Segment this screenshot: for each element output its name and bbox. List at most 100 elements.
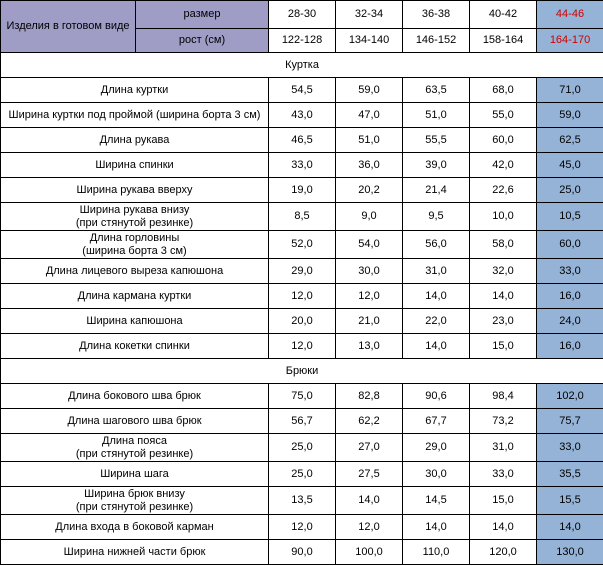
table-row: Длина рукава 46,5 51,0 55,5 60,0 62,5 — [0, 127, 603, 153]
height-cell-highlighted: 164-170 — [536, 28, 603, 53]
header-row-size: Изделия в готовом виде размер 28-30 32-3… — [0, 0, 603, 53]
row-label: Длина кармана куртки — [0, 283, 269, 309]
value-cell-highlighted: 14,0 — [536, 514, 603, 540]
value-cell-highlighted: 59,0 — [536, 102, 603, 128]
value-cell: 31,0 — [469, 433, 537, 462]
value-cell: 22,0 — [402, 308, 470, 334]
section-row: Куртка — [0, 52, 603, 78]
value-cell: 19,0 — [268, 177, 336, 203]
value-cell: 90,6 — [402, 383, 470, 409]
value-cell: 120,0 — [469, 539, 537, 565]
value-cell: 14,5 — [402, 486, 470, 515]
value-cell: 60,0 — [469, 127, 537, 153]
value-cell: 51,0 — [335, 127, 403, 153]
value-cell: 12,0 — [268, 333, 336, 359]
size-header: размер — [135, 0, 269, 29]
section-title: Брюки — [0, 358, 603, 384]
value-cell-highlighted: 15,5 — [536, 486, 603, 515]
table-row: Ширина куртки под проймой (ширина борта … — [0, 102, 603, 128]
value-cell: 14,0 — [402, 514, 470, 540]
value-cell: 68,0 — [469, 77, 537, 103]
value-cell: 33,0 — [268, 152, 336, 178]
value-cell-highlighted: 25,0 — [536, 177, 603, 203]
value-cell: 62,2 — [335, 408, 403, 434]
row-label: Длина куртки — [0, 77, 269, 103]
value-cell: 51,0 — [402, 102, 470, 128]
value-cell: 67,7 — [402, 408, 470, 434]
section-row: Брюки — [0, 358, 603, 384]
value-cell: 13,5 — [268, 486, 336, 515]
value-cell: 20,0 — [268, 308, 336, 334]
value-cell: 36,0 — [335, 152, 403, 178]
table-row: Ширина рукава вверху 19,0 20,2 21,4 22,6 25,0 — [0, 177, 603, 203]
product-header: Изделия в готовом виде — [0, 0, 136, 53]
value-cell: 32,0 — [469, 258, 537, 284]
value-cell: 14,0 — [402, 283, 470, 309]
value-cell: 9,5 — [402, 202, 470, 231]
value-cell-highlighted: 60,0 — [536, 230, 603, 259]
value-cell-highlighted: 45,0 — [536, 152, 603, 178]
value-cell: 59,0 — [335, 77, 403, 103]
value-cell: 47,0 — [335, 102, 403, 128]
value-cell-highlighted: 33,0 — [536, 258, 603, 284]
size-cell: 28-30 — [268, 0, 336, 29]
row-label: Длина кокетки спинки — [0, 333, 269, 359]
table-row: Ширина капюшона 20,0 21,0 22,0 23,0 24,0 — [0, 308, 603, 334]
value-cell-highlighted: 71,0 — [536, 77, 603, 103]
value-cell-highlighted: 16,0 — [536, 283, 603, 309]
table-row: Длина лицевого выреза капюшона 29,0 30,0 31… — [0, 258, 603, 284]
value-cell: 29,0 — [268, 258, 336, 284]
value-cell: 15,0 — [469, 486, 537, 515]
table-row: Ширина рукава внизу (при стянутой резинк… — [0, 202, 603, 231]
height-cell: 146-152 — [402, 28, 470, 53]
value-cell: 55,0 — [469, 102, 537, 128]
value-cell: 100,0 — [335, 539, 403, 565]
value-cell: 9,0 — [335, 202, 403, 231]
value-cell: 14,0 — [469, 283, 537, 309]
value-cell: 27,0 — [335, 433, 403, 462]
value-cell: 21,4 — [402, 177, 470, 203]
table-row: Длина входа в боковой карман 12,0 12,0 14,0… — [0, 514, 603, 540]
table-row: Длина бокового шва брюк 75,0 82,8 90,6 98,4 1… — [0, 383, 603, 409]
row-label: Ширина капюшона — [0, 308, 269, 334]
height-cell: 122-128 — [268, 28, 336, 53]
value-cell-highlighted: 16,0 — [536, 333, 603, 359]
value-cell: 52,0 — [268, 230, 336, 259]
value-cell: 27,5 — [335, 461, 403, 487]
table-row: Ширина шага 25,0 27,5 30,0 33,0 35,5 — [0, 461, 603, 487]
value-cell: 25,0 — [268, 461, 336, 487]
value-cell: 63,5 — [402, 77, 470, 103]
row-label: Ширина спинки — [0, 152, 269, 178]
value-cell: 82,8 — [335, 383, 403, 409]
row-label: Ширина нижней части брюк — [0, 539, 269, 565]
row-label: Ширина брюк внизу (при стянутой резинке) — [0, 486, 269, 515]
row-label: Длина шагового шва брюк — [0, 408, 269, 434]
value-cell: 56,7 — [268, 408, 336, 434]
value-cell: 54,0 — [335, 230, 403, 259]
table-row: Ширина брюк внизу (при стянутой резинке)… — [0, 486, 603, 515]
value-cell-highlighted: 102,0 — [536, 383, 603, 409]
value-cell: 73,2 — [469, 408, 537, 434]
value-cell-highlighted: 33,0 — [536, 433, 603, 462]
row-label: Ширина куртки под проймой (ширина борта … — [0, 102, 269, 128]
value-cell: 14,0 — [469, 514, 537, 540]
table-row: Длина кокетки спинки 12,0 13,0 14,0 15,0 16,0 — [0, 333, 603, 359]
value-cell: 30,0 — [402, 461, 470, 487]
value-cell-highlighted: 75,7 — [536, 408, 603, 434]
height-header: рост (см) — [135, 28, 269, 53]
value-cell: 33,0 — [469, 461, 537, 487]
value-cell: 12,0 — [335, 514, 403, 540]
value-cell: 75,0 — [268, 383, 336, 409]
value-cell-highlighted: 62,5 — [536, 127, 603, 153]
value-cell: 31,0 — [402, 258, 470, 284]
value-cell: 30,0 — [335, 258, 403, 284]
value-cell: 46,5 — [268, 127, 336, 153]
header-row-height: рост (см) 122-128 134-140 146-152 158-16… — [1, 28, 603, 53]
size-cell-highlighted: 44-46 — [536, 0, 603, 29]
row-label: Длина пояса (при стянутой резинке) — [0, 433, 269, 462]
row-label: Длина лицевого выреза капюшона — [0, 258, 269, 284]
value-cell: 90,0 — [268, 539, 336, 565]
row-label: Длина горловины (ширина борта 3 см) — [0, 230, 269, 259]
table-row: Длина кармана куртки 12,0 12,0 14,0 14,0 16,0 — [0, 283, 603, 309]
value-cell-highlighted: 10,5 — [536, 202, 603, 231]
